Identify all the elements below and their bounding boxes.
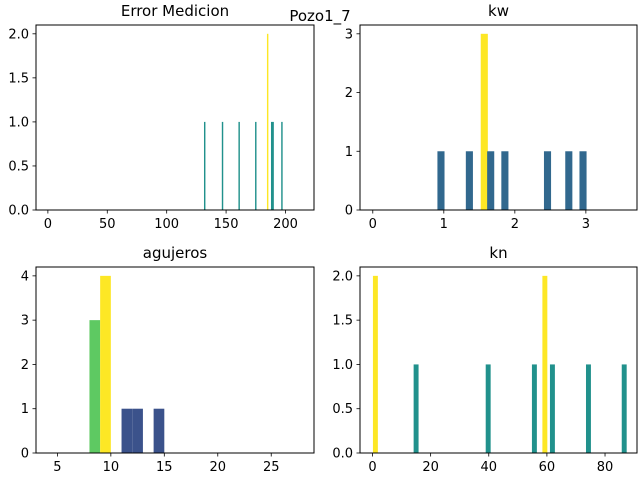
kn-bar <box>485 364 491 453</box>
agujeros-y-tick-label: 2 <box>21 358 29 373</box>
error-medicion-axes-frame <box>35 24 315 211</box>
error-medicion-x-tick-label: 200 <box>273 217 298 232</box>
figure-suptitle: Pozo1_7 <box>289 7 350 26</box>
error-medicion-title: Error Medicion <box>121 2 229 20</box>
kw-y-tick-label: 1 <box>345 145 353 160</box>
agujeros-bar <box>153 408 165 453</box>
error-medicion-bar <box>281 121 283 210</box>
kw-bar <box>487 151 495 210</box>
kw-bar <box>501 151 509 210</box>
error-medicion-y-tick-label: 0.5 <box>8 159 29 174</box>
agujeros-bar <box>132 408 143 453</box>
kw-bar <box>437 151 445 210</box>
kw-x-tick-label: 0 <box>369 217 377 232</box>
chart-panel-agujeros: 5 10 15 20 25 0 1 2 3 4 agujeros <box>21 244 315 475</box>
error-medicion-bar <box>238 121 240 210</box>
agujeros-x-tick-label: 20 <box>209 460 226 475</box>
kw-bar <box>579 151 587 210</box>
kw-bar <box>565 151 573 210</box>
agujeros-axes-frame <box>35 266 315 454</box>
kw-bar <box>480 33 488 211</box>
kn-bar <box>542 275 548 453</box>
kn-x-tick-label: 80 <box>597 460 614 475</box>
kw-y-tick-label: 3 <box>345 27 353 42</box>
kn-y-tick-label: 2.0 <box>332 269 353 284</box>
error-medicion-y-tick-label: 1.0 <box>8 115 29 130</box>
kn-x-tick-label: 60 <box>539 460 556 475</box>
error-medicion-bar <box>203 121 206 210</box>
agujeros-x-tick-label: 15 <box>156 460 173 475</box>
agujeros-y-tick-label: 4 <box>21 269 29 284</box>
agujeros-y-tick-label: 3 <box>21 314 29 329</box>
error-medicion-x-tick-label: 50 <box>99 217 116 232</box>
error-medicion-bar <box>266 33 269 211</box>
agujeros-bar <box>100 275 111 453</box>
kw-axes-frame <box>359 24 638 211</box>
kn-y-tick-label: 1.0 <box>332 358 353 373</box>
agujeros-x-tick-label: 5 <box>53 460 61 475</box>
kw-x-tick-label: 1 <box>440 217 448 232</box>
kn-bar <box>413 364 419 453</box>
error-medicion-y-tick-label: 0.0 <box>8 204 29 219</box>
agujeros-title: agujeros <box>143 244 208 262</box>
kw-bar <box>543 151 552 210</box>
error-medicion-bar <box>270 121 274 210</box>
agujeros-y-tick-label: 0 <box>21 447 29 462</box>
kn-x-tick-label: 20 <box>422 460 439 475</box>
kw-y-tick-label: 2 <box>345 86 353 101</box>
chart-panel-error-medicion: 0 50 100 150 200 0.0 0.5 1.0 1.5 2.0 Error Medicio… <box>8 2 315 232</box>
kn-bar <box>585 364 591 453</box>
agujeros-bar <box>89 320 101 453</box>
chart-panel-kn: 0 20 40 60 80 0.0 0.5 1.0 1.5 2.0 kn <box>332 244 638 475</box>
kn-x-tick-label: 40 <box>480 460 497 475</box>
error-medicion-bar <box>255 121 257 210</box>
kn-bar <box>372 275 378 453</box>
kn-bar <box>621 364 627 453</box>
kw-title: kw <box>488 2 509 20</box>
kn-title: kn <box>489 244 507 262</box>
kn-axes-frame <box>359 266 638 454</box>
kw-y-tick-label: 0 <box>345 204 353 219</box>
kn-y-tick-label: 1.5 <box>332 314 353 329</box>
kn-y-tick-label: 0.0 <box>332 447 353 462</box>
error-medicion-x-tick-label: 150 <box>214 217 239 232</box>
kw-bar <box>465 151 473 210</box>
error-medicion-x-tick-label: 0 <box>44 217 52 232</box>
kw-x-tick-label: 3 <box>582 217 590 232</box>
error-medicion-bar <box>221 121 224 210</box>
kn-y-tick-label: 0.5 <box>332 402 353 417</box>
agujeros-x-tick-label: 25 <box>263 460 280 475</box>
error-medicion-y-tick-label: 2.0 <box>8 27 29 42</box>
kn-bar <box>549 364 555 453</box>
error-medicion-y-tick-label: 1.5 <box>8 71 29 86</box>
kn-x-tick-label: 0 <box>368 460 376 475</box>
kw-x-tick-label: 2 <box>511 217 519 232</box>
agujeros-y-tick-label: 1 <box>21 402 29 417</box>
error-medicion-x-tick-label: 100 <box>154 217 179 232</box>
agujeros-x-tick-label: 10 <box>103 460 120 475</box>
chart-panel-kw: 0 1 2 3 0 1 2 3 kw <box>345 2 638 232</box>
kn-bar <box>531 364 537 453</box>
agujeros-bar <box>121 408 133 453</box>
